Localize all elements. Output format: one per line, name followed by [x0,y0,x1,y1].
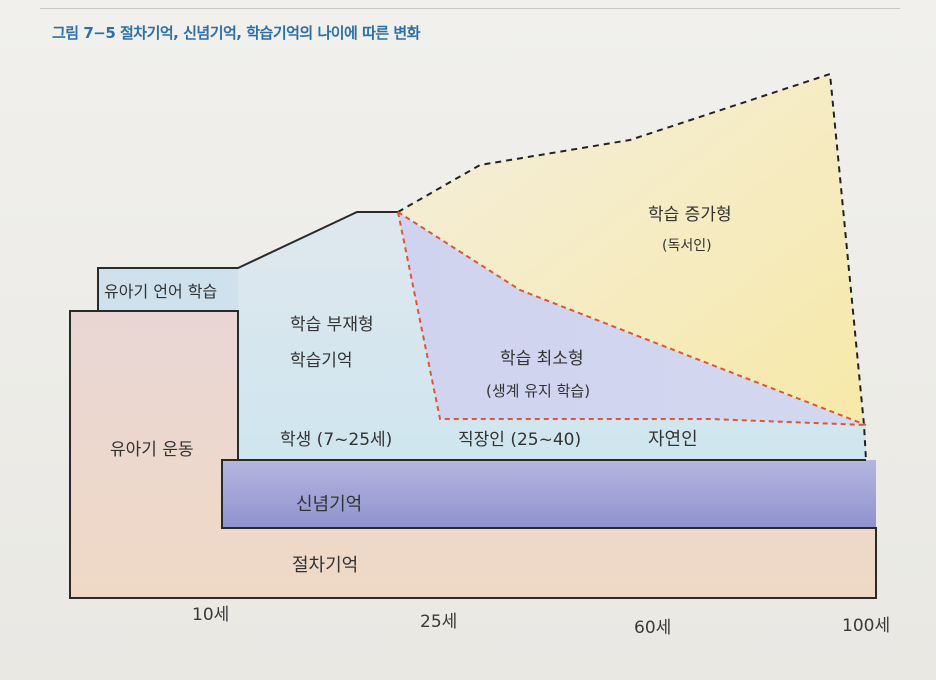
label-learning-absent: 학습 부재형 [290,315,374,335]
figure-caption: 그림 7−5 절차기억, 신념기억, 학습기억의 나이에 따른 변화 [52,24,421,42]
outline-learning-top [97,211,398,311]
label-stage-worker: 직장인 (25~40) [458,430,581,450]
label-learning-minimal: 학습 최소형 [500,349,584,369]
axis-tick-25: 25세 [420,612,457,632]
axis-tick-10: 10세 [192,605,229,625]
label-learning-increasing: 학습 증가형 [648,205,732,225]
learning-absent-region [238,212,866,460]
infant-language-region [98,268,238,311]
axis-tick-100: 100세 [842,616,890,636]
label-learning-increasing-note: (독서인) [662,238,712,254]
outline-procedural [69,310,877,599]
belief-region [222,460,876,528]
procedural-region [70,311,876,598]
axis-tick-60: 60세 [634,618,671,638]
label-infant-motor: 유아기 운동 [110,440,194,460]
learning-minimal-region [398,212,866,425]
label-infant-language: 유아기 언어 학습 [104,282,217,301]
label-belief-memory: 신념기억 [296,494,362,515]
dashed-minimal-curve [397,211,867,426]
dashed-increasing-curve [397,72,867,461]
label-learning-memory: 학습기억 [290,351,353,371]
learning-increasing-region [398,74,864,425]
label-learning-minimal-note: (생계 유지 학습) [486,382,590,400]
top-rule [40,8,900,9]
label-procedural-memory: 절차기억 [292,555,358,576]
label-stage-student: 학생 (7~25세) [280,430,392,450]
label-stage-natural: 자연인 [648,429,698,450]
